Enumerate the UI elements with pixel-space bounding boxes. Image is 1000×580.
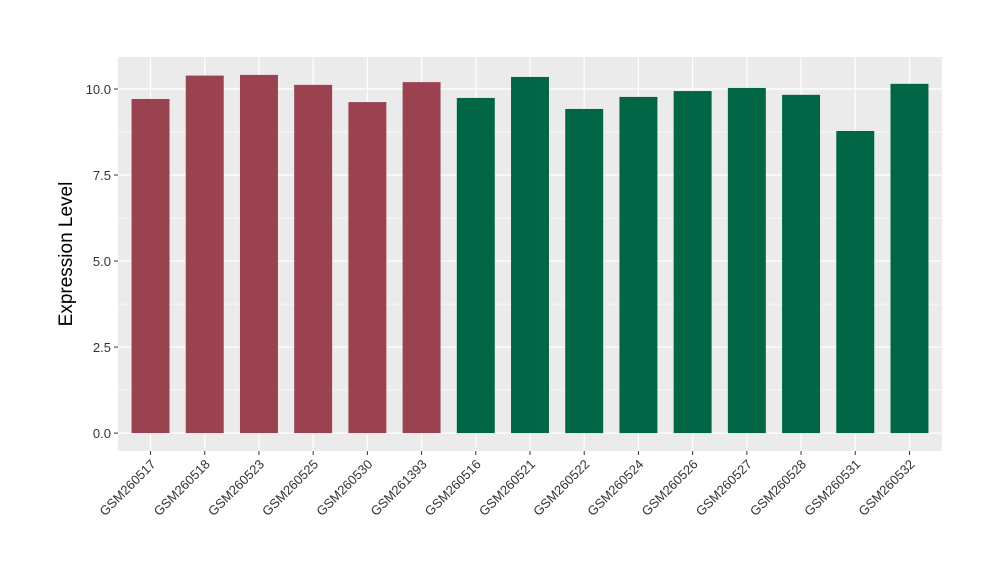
bar-GSM260530 [348,102,387,434]
x-tick-label: GSM260530 [313,457,375,519]
x-tick-label: GSM261393 [367,457,429,519]
x-tick-label: GSM260523 [205,457,267,519]
bar-GSM260524 [619,96,658,434]
x-tick-label: GSM260526 [639,457,701,519]
bar-GSM260516 [456,97,495,434]
y-tick-label: 5.0 [93,254,111,269]
bar-GSM260526 [673,91,712,434]
x-tick-label: GSM260524 [584,457,646,519]
bar-GSM260531 [836,130,875,434]
x-tick-label: GSM260531 [801,457,863,519]
y-tick-label: 2.5 [93,340,111,355]
x-tick-label: GSM260522 [530,457,592,519]
y-tick-label: 0.0 [93,426,111,441]
bar-GSM260521 [511,76,549,434]
y-tick-label: 10.0 [86,82,111,97]
bars [131,74,929,434]
x-tick-label: GSM260516 [422,457,484,519]
bar-GSM260532 [890,83,929,434]
x-tick-label: GSM260532 [855,457,917,519]
bar-GSM261393 [402,82,441,434]
y-tick-label: 7.5 [93,168,111,183]
x-tick-label: GSM260521 [476,457,538,519]
x-tick-label: GSM260525 [259,457,321,519]
x-tick-label: GSM260528 [747,457,809,519]
x-tick-label: GSM260518 [151,457,213,519]
y-axis: 0.0 2.5 5.0 7.5 10.0 [86,82,118,441]
x-axis: GSM260517GSM260518GSM260523GSM260525GSM2… [96,451,918,519]
bar-GSM260523 [239,74,278,434]
y-axis-label: Expression Level [56,182,77,327]
x-tick-label: GSM260517 [96,457,158,519]
bar-GSM260525 [294,84,333,434]
x-tick-label: GSM260527 [693,457,755,519]
bar-GSM260527 [727,87,766,434]
bar-GSM260522 [565,108,604,434]
bar-GSM260517 [131,98,170,434]
bar-GSM260528 [782,94,821,434]
bar-GSM260518 [185,75,224,434]
